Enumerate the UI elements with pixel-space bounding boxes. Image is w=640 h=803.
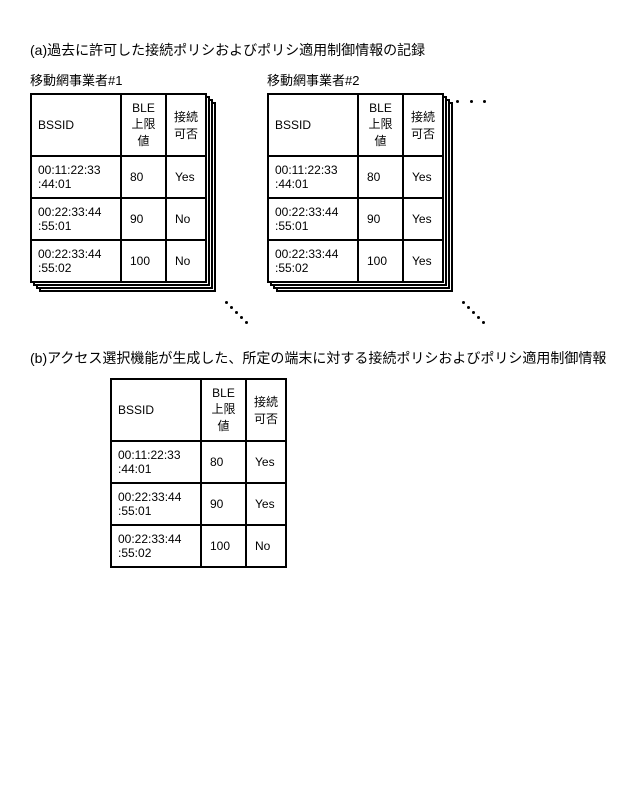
operator1-stack: BSSID BLE上限値 接続可否 00:11:22:33:44:01 80 Y… [30,93,207,283]
table-row: 00:11:22:33:44:01 80 Yes [268,156,443,198]
header-ble: BLE上限値 [358,94,403,156]
cell-ble: 80 [201,441,246,483]
cell-ble: 80 [358,156,403,198]
header-conn: 接続可否 [403,94,443,156]
cell-bssid: 00:11:22:33:44:01 [268,156,358,198]
table-row: 00:22:33:44:55:01 90 Yes [268,198,443,240]
cell-bssid: 00:22:33:44:55:02 [111,525,201,567]
table-row: 00:22:33:44:55:01 90 Yes [111,483,286,525]
section-b-caption: (b)アクセス選択機能が生成した、所定の端末に対する接続ポリシおよびポリシ適用制… [30,348,610,368]
cell-conn: No [166,198,206,240]
table-header-row: BSSID BLE上限値 接続可否 [111,379,286,441]
cell-ble: 100 [201,525,246,567]
cell-ble: 90 [358,198,403,240]
table-row: 00:11:22:33:44:01 80 Yes [31,156,206,198]
table-row: 00:11:22:33:44:01 80 Yes [111,441,286,483]
section-b: (b)アクセス選択機能が生成した、所定の端末に対する接続ポリシおよびポリシ適用制… [30,348,610,568]
section-a-caption: (a)過去に許可した接続ポリシおよびポリシ適用制御情報の記録 [30,40,610,60]
cell-ble: 100 [358,240,403,282]
operator2-table: BSSID BLE上限値 接続可否 00:11:22:33:44:01 80 Y… [267,93,444,283]
header-ble: BLE上限値 [201,379,246,441]
tables-row: 移動網事業者#1 BSSID BLE上限値 接続可否 00:11:22:33:4… [30,70,610,288]
cell-conn: Yes [166,156,206,198]
header-bssid: BSSID [31,94,121,156]
operator2-label: 移動網事業者#2 [267,70,444,89]
table-row: 00:22:33:44:55:02 100 Yes [268,240,443,282]
header-bssid: BSSID [268,94,358,156]
table-row: 00:22:33:44:55:01 90 No [31,198,206,240]
table-row: 00:22:33:44:55:02 100 No [111,525,286,567]
cell-conn: Yes [246,441,286,483]
cell-conn: Yes [403,240,443,282]
cell-ble: 100 [121,240,166,282]
header-conn: 接続可否 [246,379,286,441]
operator1-label: 移動網事業者#1 [30,70,207,89]
header-ble: BLE上限値 [121,94,166,156]
cell-bssid: 00:22:33:44:55:01 [31,198,121,240]
header-conn: 接続可否 [166,94,206,156]
cell-conn: Yes [403,156,443,198]
cell-ble: 80 [121,156,166,198]
operator2-block: 移動網事業者#2 BSSID BLE上限値 接続可否 00:11:22:33:4… [267,70,444,288]
cell-ble: 90 [201,483,246,525]
operator1-block: 移動網事業者#1 BSSID BLE上限値 接続可否 00:11:22:33:4… [30,70,207,288]
cell-conn: No [166,240,206,282]
section-a: (a)過去に許可した接続ポリシおよびポリシ適用制御情報の記録 移動網事業者#1 … [30,40,610,288]
table-row: 00:22:33:44:55:02 100 No [31,240,206,282]
cell-conn: Yes [403,198,443,240]
table-header-row: BSSID BLE上限値 接続可否 [31,94,206,156]
cell-bssid: 00:22:33:44:55:01 [111,483,201,525]
cell-bssid: 00:11:22:33:44:01 [111,441,201,483]
generated-table: BSSID BLE上限値 接続可否 00:11:22:33:44:01 80 Y… [110,378,287,568]
generated-table-block: BSSID BLE上限値 接続可否 00:11:22:33:44:01 80 Y… [110,378,610,568]
cell-bssid: 00:22:33:44:55:01 [268,198,358,240]
operator2-stack: BSSID BLE上限値 接続可否 00:11:22:33:44:01 80 Y… [267,93,444,283]
cell-bssid: 00:22:33:44:55:02 [268,240,358,282]
header-bssid: BSSID [111,379,201,441]
table-header-row: BSSID BLE上限値 接続可否 [268,94,443,156]
cell-conn: Yes [246,483,286,525]
cell-bssid: 00:11:22:33:44:01 [31,156,121,198]
cell-bssid: 00:22:33:44:55:02 [31,240,121,282]
cell-conn: No [246,525,286,567]
cell-ble: 90 [121,198,166,240]
operator1-table: BSSID BLE上限値 接続可否 00:11:22:33:44:01 80 Y… [30,93,207,283]
